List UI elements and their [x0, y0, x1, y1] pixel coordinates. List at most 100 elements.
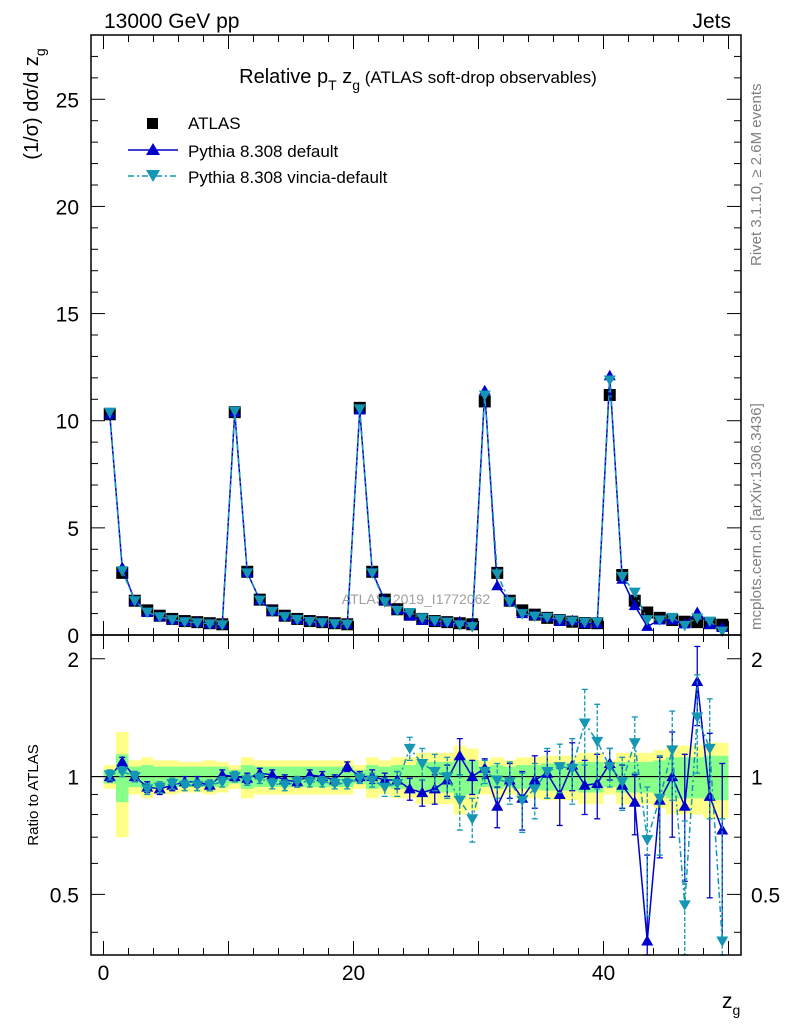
ratio-point-vincia — [353, 773, 366, 785]
ratio-point-vincia — [116, 767, 129, 778]
y-tick-label-ratio: 2 — [67, 649, 79, 672]
ratio-point-vincia — [391, 779, 404, 790]
y-axis-label-ratio: Ratio to ATLAS — [25, 744, 42, 845]
ratio-point-default — [628, 796, 641, 807]
main-point-vincia — [691, 613, 704, 624]
ratio-point-vincia — [528, 784, 541, 795]
x-tick-label: 40 — [592, 962, 615, 985]
ratio-point-default — [466, 770, 479, 782]
ratio-point-vincia — [453, 795, 466, 807]
main-point-vincia — [616, 572, 629, 583]
ratio-point-vincia — [616, 777, 629, 788]
atlas-point — [603, 389, 616, 401]
main-point-vincia — [216, 620, 229, 631]
y-tick-label-main: 20 — [56, 196, 79, 219]
main-point-vincia — [103, 407, 116, 419]
x-axis-label-sub: g — [733, 1002, 741, 1018]
main-point-vincia — [491, 569, 504, 580]
main-point-vincia — [678, 620, 691, 632]
main-point-vincia — [178, 617, 191, 628]
y-tick-label-ratio: 1 — [67, 767, 79, 790]
ratio-point-default — [641, 935, 654, 946]
header-right: Jets — [692, 10, 731, 33]
ratio-point-vincia — [678, 900, 691, 911]
y-axis-label-main-sub: g — [32, 48, 48, 56]
ratio-band-inner — [691, 757, 704, 799]
ratio-point-vincia — [253, 773, 266, 785]
legend: ATLAS Pythia 8.308 default Pythia 8.308 … — [128, 114, 388, 187]
ratio-point-vincia — [216, 777, 229, 788]
ratio-point-vincia — [641, 835, 654, 846]
ratio-point-vincia — [541, 767, 554, 778]
ratio-line-default — [109, 681, 723, 942]
main-point-vincia — [416, 613, 429, 624]
legend-label-default: Pythia 8.308 default — [188, 142, 339, 161]
main-line-vincia — [109, 379, 723, 632]
main-point-vincia — [391, 605, 404, 617]
legend-marker-default — [146, 143, 160, 155]
ratio-point-vincia — [403, 743, 416, 755]
y-tick-label-ratio-right: 2 — [751, 649, 763, 672]
header-left: 13000 GeV pp — [104, 10, 239, 33]
ratio-point-default — [403, 782, 416, 794]
main-point-vincia — [516, 609, 529, 620]
main-title: Relative pT zg (ATLAS soft-drop observab… — [239, 66, 597, 93]
ratio-point-vincia — [278, 780, 291, 792]
ratio-point-default — [553, 788, 566, 799]
legend-label-atlas: ATLAS — [188, 114, 241, 133]
title-part-5: (ATLAS soft-drop observables) — [360, 68, 597, 87]
ratio-point-default — [678, 800, 691, 811]
main-point-vincia — [653, 615, 666, 626]
ratio-point-vincia — [516, 795, 529, 807]
ratio-point-vincia — [178, 780, 191, 792]
ratio-point-vincia — [103, 770, 116, 781]
ratio-point-default — [691, 675, 704, 686]
ratio-point-vincia — [191, 780, 204, 792]
ratio-point-vincia — [628, 738, 641, 749]
main-point-vincia — [428, 616, 441, 627]
main-point-vincia — [628, 587, 641, 599]
main-point-vincia — [666, 612, 679, 624]
main-point-vincia — [266, 606, 279, 618]
y-tick-label-main: 25 — [56, 89, 79, 112]
main-point-vincia — [253, 595, 266, 607]
ratio-point-vincia — [291, 777, 304, 788]
main-point-default — [491, 579, 504, 591]
main-point-vincia — [128, 596, 141, 607]
main-point-vincia — [228, 406, 241, 418]
ratio-point-default — [416, 786, 429, 798]
y-tick-label-main: 5 — [67, 518, 79, 541]
ratio-point-vincia — [428, 767, 441, 778]
side-label-bottom: mcplots.cern.ch [arXiv:1306.3436] — [748, 403, 765, 630]
main-point-vincia — [116, 566, 129, 577]
ratio-point-vincia — [166, 779, 179, 790]
ratio-point-vincia — [128, 772, 141, 783]
main-point-vincia — [441, 617, 454, 629]
main-point-vincia — [353, 404, 366, 415]
main-point-vincia — [503, 597, 516, 608]
ratio-point-vincia — [716, 936, 729, 948]
ratio-point-vincia — [566, 763, 579, 775]
ratio-point-vincia — [466, 814, 479, 825]
ratio-point-vincia — [666, 745, 679, 756]
main-point-vincia — [378, 597, 391, 608]
x-axis-label: zg — [722, 990, 740, 1018]
main-point-default — [641, 620, 654, 631]
title-part-1: Relative p — [239, 66, 328, 88]
ratio-point-vincia — [378, 782, 391, 794]
ratio-point-vincia — [366, 775, 379, 786]
y-tick-label-ratio-right: 0.5 — [751, 884, 780, 907]
main-point-vincia — [528, 611, 541, 623]
ratio-point-vincia — [653, 793, 666, 805]
main-point-vincia — [316, 618, 329, 629]
title-part-3: z — [337, 66, 353, 88]
main-point-vincia — [153, 612, 166, 623]
ratio-point-vincia — [553, 762, 566, 773]
main-point-vincia — [466, 622, 479, 633]
main-point-vincia — [303, 617, 316, 628]
legend-marker-vincia — [146, 170, 160, 182]
ratio-point-vincia — [266, 779, 279, 790]
main-point-vincia — [341, 619, 354, 631]
y-axis-label-main: (1/σ) dσ/d zg — [21, 48, 48, 159]
